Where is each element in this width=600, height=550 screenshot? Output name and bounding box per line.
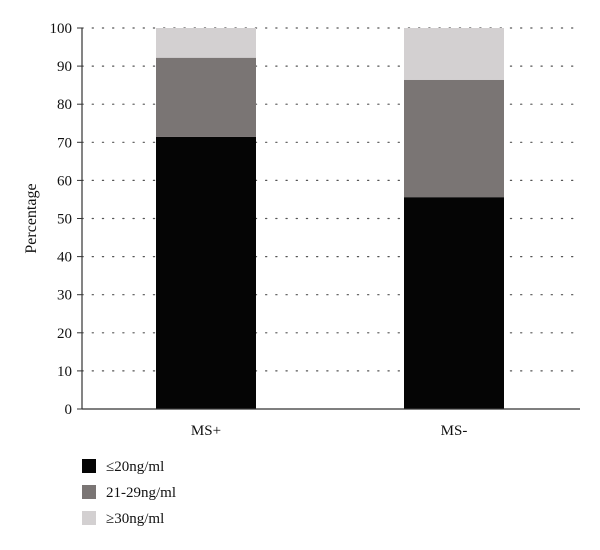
- y-tick-label: 10: [57, 364, 72, 380]
- legend-swatch: [82, 459, 96, 473]
- bar-segment: [156, 57, 256, 137]
- legend-swatch: [82, 485, 96, 499]
- y-tick-label: 60: [57, 173, 72, 189]
- bar-segment: [404, 197, 504, 409]
- bar-segment: [404, 79, 504, 198]
- bar-segment: [156, 28, 256, 58]
- y-tick-label: 50: [57, 212, 72, 228]
- legend-swatch: [82, 511, 96, 525]
- labels-layer: 0 10 20 30 40 50 60 70 80 90 100 MS+ MS-: [50, 21, 468, 439]
- legend-label: ≥30ng/ml: [106, 511, 164, 527]
- y-tick-label: 20: [57, 326, 72, 342]
- y-tick-label: 30: [57, 288, 72, 304]
- y-tick-label: 0: [65, 402, 73, 418]
- bar-segment: [156, 136, 256, 409]
- bars-layer: [156, 28, 504, 409]
- axes-layer: [77, 27, 580, 410]
- x-tick-label: MS+: [191, 423, 221, 439]
- y-tick-label: 100: [50, 21, 73, 37]
- y-tick-label: 90: [57, 59, 72, 75]
- y-tick-label: 40: [57, 250, 72, 266]
- y-tick-label: 70: [57, 135, 72, 151]
- legend-label: 21-29ng/ml: [106, 485, 176, 501]
- legend-label: ≤20ng/ml: [106, 459, 164, 475]
- y-tick-label: 80: [57, 97, 72, 113]
- legend: ≤20ng/ml 21-29ng/ml ≥30ng/ml: [82, 459, 176, 527]
- x-tick-label: MS-: [441, 423, 468, 439]
- y-axis-title: Percentage: [23, 183, 40, 253]
- bar-segment: [404, 28, 504, 80]
